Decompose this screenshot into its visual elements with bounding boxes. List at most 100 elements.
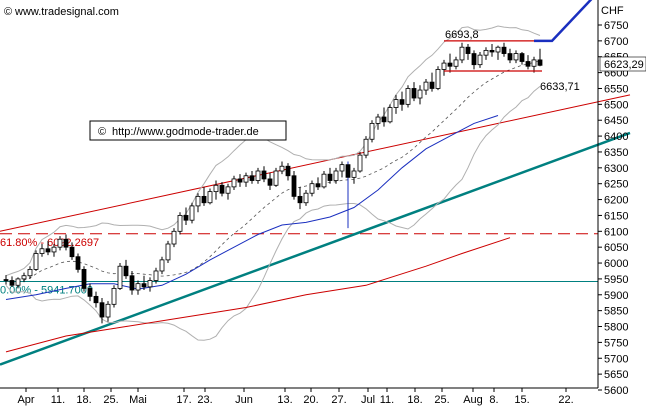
candle-body-88 <box>531 59 537 67</box>
candle-body-70 <box>423 81 429 91</box>
candle-body-50 <box>303 192 309 204</box>
brand-label: www.tradesignal.com <box>14 6 119 18</box>
x-tick-label-0: Apr <box>17 394 34 406</box>
y-tick-label-23: 5600 <box>604 385 628 397</box>
candle-body-18 <box>111 288 117 305</box>
candle-body-71 <box>429 81 435 89</box>
candle-body-76 <box>459 46 465 61</box>
candle-body-53 <box>321 173 327 188</box>
band-lower <box>5 86 541 341</box>
candle-body-87 <box>525 61 531 67</box>
copyright-box <box>89 120 287 141</box>
candle-body-7 <box>45 248 51 253</box>
x-tick-label-16: 8. <box>489 394 498 406</box>
y-tick-label-17: 5900 <box>604 290 628 302</box>
sma-red <box>5 237 511 353</box>
candle-body-78 <box>471 53 477 66</box>
candle-body-59 <box>357 154 363 172</box>
candle-body-20 <box>123 265 129 277</box>
last-price-label: 6623,29 <box>604 59 644 71</box>
candle-body-43 <box>261 170 267 180</box>
x-tick-label-10: 27. <box>331 394 346 406</box>
y-tick-label-13: 6100 <box>604 226 628 238</box>
projection <box>534 0 593 43</box>
candle-body-73 <box>441 62 447 70</box>
candle-body-60 <box>363 138 369 156</box>
candle-body-23 <box>141 283 147 288</box>
y-tick-label-22: 5650 <box>604 369 628 381</box>
y-tick-label-0: 6750 <box>604 20 628 32</box>
y-tick-label-7: 6400 <box>604 131 628 143</box>
candle-body-4 <box>27 268 33 277</box>
y-tick-label-12: 6150 <box>604 210 628 222</box>
currency-label: CHF <box>601 5 624 17</box>
candle-body-31 <box>189 205 195 221</box>
x-tick-label-14: 25. <box>434 394 449 406</box>
candle-body-15 <box>93 295 99 304</box>
candle-body-38 <box>231 178 237 188</box>
candle-body-63 <box>381 116 387 123</box>
candle-body-28 <box>171 230 177 245</box>
annotation-low: 6633,71 <box>540 81 580 93</box>
x-axis: Apr 11. 18. 25. Mai 17. 23. Jun 13. 20. 27. Jul 11. 1… <box>0 387 598 406</box>
trend-line-1 <box>0 94 631 232</box>
candle-body-13 <box>81 268 87 289</box>
candle-body-24 <box>147 280 153 288</box>
candle-body-46 <box>279 165 285 172</box>
candle-body-30 <box>183 215 189 221</box>
candle-body-32 <box>195 195 201 207</box>
bollinger-bands <box>5 25 541 341</box>
trend-line-0 <box>0 131 631 366</box>
candle-body-68 <box>411 88 417 99</box>
candle-body-64 <box>387 107 393 123</box>
candle-body-52 <box>315 183 321 188</box>
candle-body-10 <box>63 238 69 248</box>
band-upper <box>5 25 541 277</box>
candle-body-41 <box>249 175 255 181</box>
y-tick-label-11: 6200 <box>604 195 628 207</box>
candle-body-2 <box>15 278 21 286</box>
candle-body-82 <box>495 46 501 53</box>
candle-body-25 <box>153 270 159 281</box>
candle-body-65 <box>393 99 399 108</box>
trend-lines <box>0 94 631 366</box>
candle-body-77 <box>465 46 471 54</box>
candle-body-62 <box>375 116 381 124</box>
projection-line <box>534 0 593 43</box>
y-tick-label-8: 6350 <box>604 147 628 159</box>
candle-body-61 <box>369 122 375 140</box>
candle-body-9 <box>57 238 63 248</box>
x-tick-label-8: 13. <box>277 394 292 406</box>
candle-body-5 <box>33 253 39 270</box>
candle-body-57 <box>345 164 351 178</box>
y-tick-label-15: 6000 <box>604 258 628 270</box>
candle-body-84 <box>507 53 513 61</box>
candle-body-12 <box>75 256 81 270</box>
x-tick-label-13: 18. <box>407 394 422 406</box>
y-tick-label-5: 6500 <box>604 99 628 111</box>
candle-body-3 <box>21 275 27 280</box>
y-tick-label-18: 5850 <box>604 306 628 318</box>
candle-body-19 <box>117 265 123 289</box>
y-tick-label-19: 5800 <box>604 322 628 334</box>
candle-body-11 <box>69 246 75 258</box>
candle-body-67 <box>405 88 411 105</box>
annotation-high: 6693,8 <box>445 29 479 41</box>
x-tick-label-12: 11. <box>380 394 394 406</box>
moving-averages <box>5 115 511 353</box>
x-tick-label-3: 25. <box>103 394 118 406</box>
x-tick-label-18: 22. <box>558 394 573 406</box>
candle-body-89 <box>537 59 543 66</box>
y-tick-label-10: 6250 <box>604 179 628 191</box>
x-tick-label-2: 18. <box>76 394 91 406</box>
range-lines <box>444 40 542 72</box>
x-tick-label-7: Jun <box>235 394 253 406</box>
candle-body-56 <box>339 164 345 172</box>
annotations: 6693,8 6633,71 <box>445 29 580 93</box>
copyright-icon: © <box>4 6 12 18</box>
x-tick-label-4: Mai <box>129 394 147 406</box>
candle-body-55 <box>333 170 339 181</box>
candle-body-66 <box>399 99 405 105</box>
candle-body-17 <box>105 303 111 318</box>
